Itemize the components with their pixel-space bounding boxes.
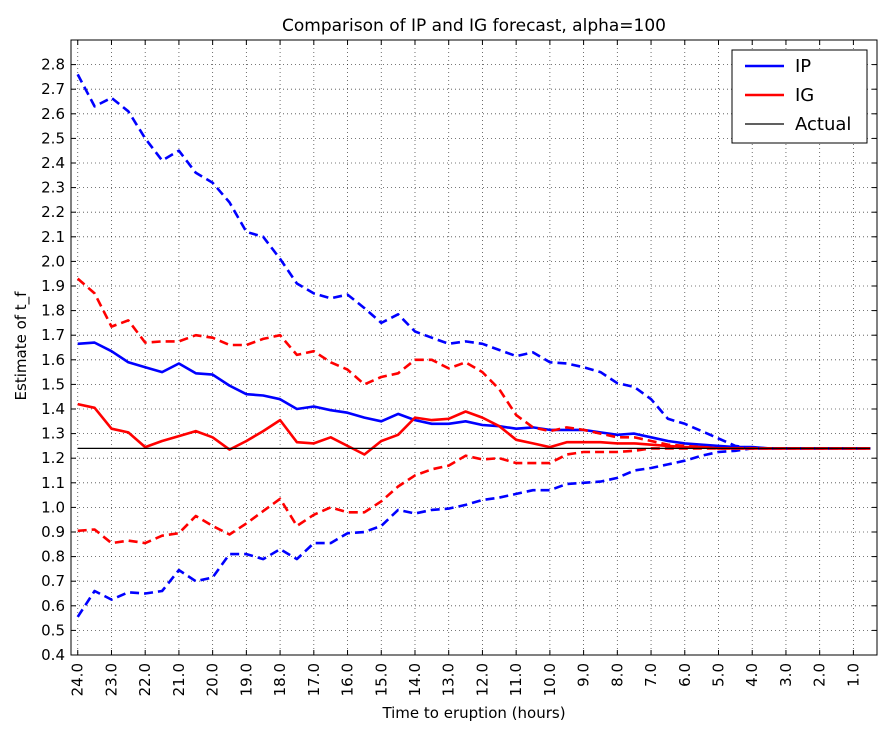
x-tick-label: 11.0 xyxy=(507,663,525,696)
legend-label-ig: IG xyxy=(795,85,814,106)
y-tick-label: 1.3 xyxy=(41,425,65,443)
series-layer xyxy=(76,73,871,618)
y-tick-label: 0.9 xyxy=(41,523,65,541)
x-tick-label: 8.0 xyxy=(608,663,626,687)
x-tick-label: 14.0 xyxy=(406,663,424,696)
y-tick-label: 2.0 xyxy=(41,252,65,270)
y-tick-label: 1.6 xyxy=(41,351,65,369)
x-tick-label: 4.0 xyxy=(743,663,761,687)
y-tick-label: 0.6 xyxy=(41,597,65,615)
x-tick-label: 3.0 xyxy=(777,663,795,687)
y-tick-label: 1.1 xyxy=(41,474,65,492)
y-tick-label: 1.8 xyxy=(41,302,65,320)
x-tick-label: 1.0 xyxy=(844,663,862,687)
x-tick-label: 22.0 xyxy=(136,663,154,696)
y-tick-label: 0.7 xyxy=(41,572,65,590)
x-tick-label: 19.0 xyxy=(237,663,255,696)
y-tick-label: 2.1 xyxy=(41,228,65,246)
y-tick-label: 1.2 xyxy=(41,449,65,467)
y-tick-label: 0.8 xyxy=(41,548,65,566)
y-tick-label: 2.5 xyxy=(41,129,65,147)
x-tick-label: 2.0 xyxy=(811,663,829,687)
x-tick-label: 15.0 xyxy=(372,663,390,696)
x-tick-label: 9.0 xyxy=(575,663,593,687)
x-tick-label: 7.0 xyxy=(642,663,660,687)
x-tick-label: 10.0 xyxy=(541,663,559,696)
x-tick-label: 12.0 xyxy=(473,663,491,696)
y-tick-label: 0.5 xyxy=(41,621,65,639)
y-tick-label: 1.4 xyxy=(41,400,65,418)
x-tick-label: 23.0 xyxy=(102,663,120,696)
y-tick-label: 2.4 xyxy=(41,154,65,172)
legend-label-actual: Actual xyxy=(795,114,851,135)
y-tick-label: 2.3 xyxy=(41,179,65,197)
plot-area-frame xyxy=(70,39,878,656)
y-axis-title: Estimate of t_f xyxy=(12,291,31,401)
x-axis-title: Time to eruption (hours) xyxy=(381,704,565,722)
y-tick-label: 2.8 xyxy=(41,56,65,74)
y-tick-label: 2.6 xyxy=(41,105,65,123)
y-tick-label: 0.4 xyxy=(41,646,65,664)
series-line-ig-lower xyxy=(77,447,871,545)
x-tick-label: 20.0 xyxy=(204,663,222,696)
x-tick-label: 24.0 xyxy=(69,663,87,696)
y-tick-label: 2.7 xyxy=(41,80,65,98)
x-tick-label: 21.0 xyxy=(170,663,188,696)
axis-ticks: 0.4 0.5 0.6 0.7 0.8 0.9 1.0 1.1 1.2 1.3 1.4 1.5 1.6 1… xyxy=(41,40,877,696)
chart-title: Comparison of IP and IG forecast, alpha=… xyxy=(282,16,666,36)
y-tick-label: 1.9 xyxy=(41,277,65,295)
y-tick-label: 1.7 xyxy=(41,326,65,344)
x-tick-label: 16.0 xyxy=(339,663,357,696)
series-line-ip-upper xyxy=(76,73,871,450)
legend-box xyxy=(731,49,868,144)
y-tick-label: 2.2 xyxy=(41,203,65,221)
series-line-ip-lower xyxy=(76,447,871,618)
legend: IP IG Actual xyxy=(731,49,868,144)
y-tick-label: 1.0 xyxy=(41,498,65,516)
legend-label-ip: IP xyxy=(795,56,811,77)
x-tick-label: 18.0 xyxy=(271,663,289,696)
x-tick-label: 13.0 xyxy=(440,663,458,696)
grid xyxy=(71,40,877,656)
x-tick-label: 5.0 xyxy=(709,663,727,687)
x-tick-label: 17.0 xyxy=(305,663,323,696)
x-tick-label: 6.0 xyxy=(676,663,694,687)
y-tick-label: 1.5 xyxy=(41,375,65,393)
